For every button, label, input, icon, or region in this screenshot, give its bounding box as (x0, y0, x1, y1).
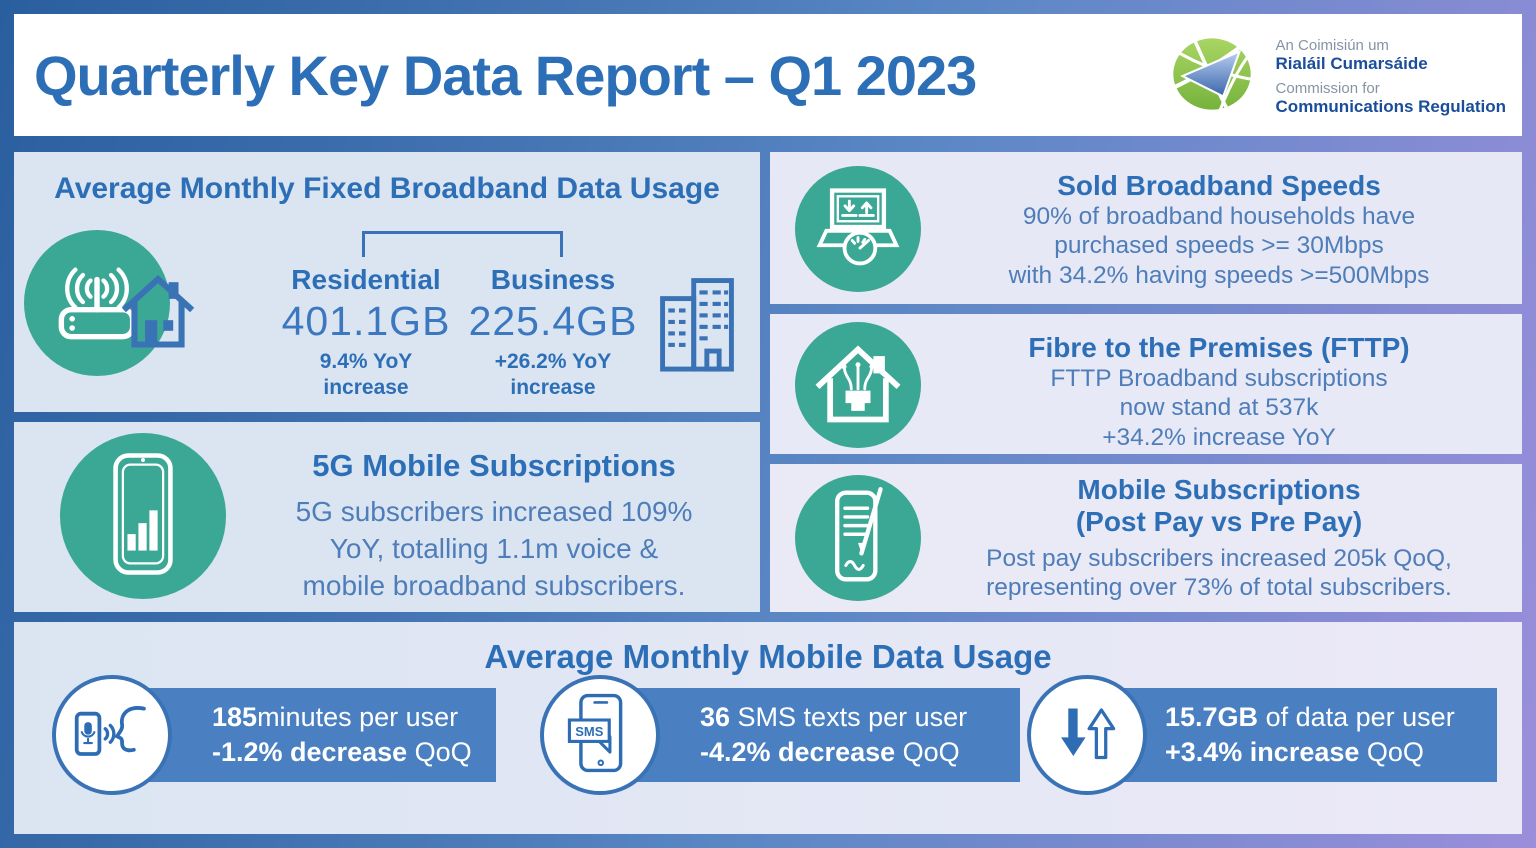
house-icon (120, 264, 196, 357)
data-arrows-icon-circle (1027, 675, 1147, 795)
business-value: 225.4GB (468, 298, 638, 344)
data-line1: 15.7GB of data per user (1165, 702, 1455, 732)
contract-pen-icon (814, 484, 902, 593)
business-change: +26.2% YoY increase (494, 350, 612, 400)
phone-signal-bars-icon (97, 450, 189, 583)
panel-sold-speeds: Sold Broadband Speeds 90% of broadband h… (770, 152, 1522, 304)
page-title: Quarterly Key Data Report – Q1 2023 (34, 43, 977, 107)
logo-line-english-small: Commission for (1275, 79, 1380, 97)
speeds-icon-circle (795, 166, 921, 292)
sold-speeds-body: 90% of broadband households have purchas… (1008, 203, 1430, 289)
minutes-stat-pill: 185minutes per user -1.2% decrease QoQ (112, 688, 496, 782)
office-building-icon (656, 274, 738, 379)
panel-fixed-broadband-title: Average Monthly Fixed Broadband Data Usa… (54, 172, 720, 205)
svg-text:SMS: SMS (575, 724, 603, 739)
voice-call-icon-circle (52, 675, 172, 795)
comreg-logo-text: An Coimisiún um Rialáil Cumarsáide Commi… (1276, 33, 1506, 117)
fttp-body: FTTP Broadband subscriptions now stand a… (1050, 365, 1388, 451)
mobile-subs-title: Mobile Subscriptions (Post Pay vs Pre Pa… (1075, 474, 1363, 537)
fttp-text: Fibre to the Premises (FTTP) FTTP Broadb… (930, 332, 1508, 452)
residential-label: Residential (291, 264, 441, 295)
mobile-subs-text: Mobile Subscriptions (Post Pay vs Pre Pa… (930, 474, 1508, 603)
voice-call-icon (70, 698, 154, 773)
sms-line2: -4.2% decrease QoQ (700, 737, 960, 767)
residential-stat: Residential 401.1GB 9.4% YoY increase (271, 264, 461, 402)
5g-text: 5G Mobile Subscriptions 5G subscribers i… (244, 448, 744, 605)
panel-fttp: Fibre to the Premises (FTTP) FTTP Broadb… (770, 314, 1522, 454)
wifi-router-icon (43, 247, 151, 360)
data-line2: +3.4% increase QoQ (1165, 737, 1424, 767)
bracket-connector (362, 231, 563, 257)
sms-line1: 36 SMS texts per user (700, 702, 968, 732)
residential-change: 9.4% YoY increase (319, 350, 413, 400)
business-label: Business (490, 264, 616, 295)
panel-mobile-usage: Average Monthly Mobile Data Usage 185min… (14, 622, 1522, 834)
minutes-line2: -1.2% decrease QoQ (212, 737, 472, 767)
fibre-house-icon (810, 335, 906, 436)
sms-phone-icon: SMS (565, 691, 635, 780)
logo-line-english-bold: Communications Regulation (1275, 97, 1506, 117)
comreg-logo: An Coimisiún um Rialáil Cumarsáide Commi… (1156, 17, 1506, 134)
sms-stat-pill: 36 SMS texts per user -4.2% decrease QoQ (600, 688, 1020, 782)
5g-icon-circle (60, 433, 226, 599)
panel-mobile-subscriptions: Mobile Subscriptions (Post Pay vs Pre Pa… (770, 464, 1522, 612)
sold-speeds-title: Sold Broadband Speeds (1057, 170, 1381, 201)
business-stat: Business 225.4GB +26.2% YoY increase (458, 264, 648, 402)
mobile-subs-body: Post pay subscribers increased 205k QoQ,… (986, 545, 1452, 602)
data-stat-pill: 15.7GB of data per user +3.4% increase Q… (1087, 688, 1497, 782)
header: Quarterly Key Data Report – Q1 2023 (14, 14, 1522, 136)
panel-fixed-broadband: Average Monthly Fixed Broadband Data Usa… (14, 152, 760, 412)
fttp-title: Fibre to the Premises (FTTP) (1028, 332, 1410, 363)
download-upload-arrows-icon (1051, 697, 1123, 774)
mobile-usage-title: Average Monthly Mobile Data Usage (484, 638, 1052, 675)
fttp-icon-circle (795, 322, 921, 448)
contract-icon-circle (795, 475, 921, 601)
logo-line-irish-bold: Rialáil Cumarsáide (1275, 54, 1428, 74)
5g-title: 5G Mobile Subscriptions (312, 448, 676, 483)
sms-icon-circle: SMS (540, 675, 660, 795)
sold-speeds-text: Sold Broadband Speeds 90% of broadband h… (930, 170, 1508, 290)
minutes-line1: 185minutes per user (212, 702, 459, 732)
router-icon-circle (24, 230, 170, 376)
laptop-speedometer-icon (810, 179, 906, 280)
comreg-logo-icon (1156, 17, 1268, 134)
panel-5g-subscriptions: 5G Mobile Subscriptions 5G subscribers i… (14, 422, 760, 612)
5g-body: 5G subscribers increased 109% YoY, total… (295, 496, 693, 601)
residential-value: 401.1GB (281, 298, 451, 344)
logo-line-irish-small: An Coimisiún um (1275, 36, 1389, 54)
